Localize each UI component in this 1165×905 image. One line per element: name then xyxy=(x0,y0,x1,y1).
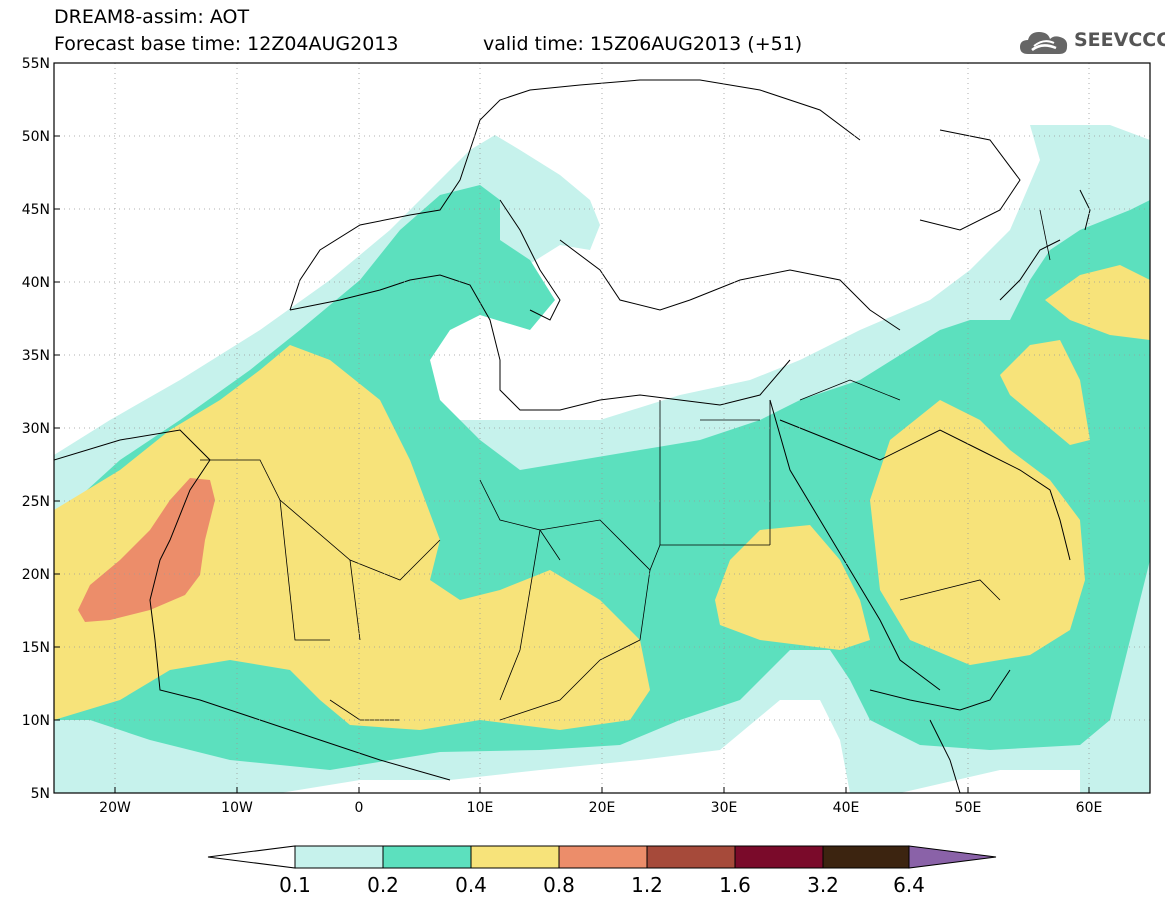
lat-label: 5N xyxy=(31,786,50,802)
lon-label: 30E xyxy=(711,800,738,816)
lat-labels: 55N 50N 45N 40N 35N 30N 25N 20N 15N 10N … xyxy=(22,56,50,802)
colorbar-swatch xyxy=(646,845,736,869)
colorbar-label: 0.8 xyxy=(543,873,575,897)
aot-band-0.4-west-africa xyxy=(54,345,650,730)
aot-band-0.4-caspian xyxy=(1045,265,1150,340)
aot-band-0.4-east-africa xyxy=(715,525,870,650)
colorbar-over-arrow xyxy=(908,845,997,869)
colorbar-label: 0.4 xyxy=(455,873,487,897)
axis-ticks xyxy=(54,62,1090,794)
lon-label: 50E xyxy=(955,800,982,816)
colorbar-label: 1.6 xyxy=(719,873,751,897)
colorbar-under-arrow xyxy=(207,845,296,869)
colorbar-swatch xyxy=(558,845,648,869)
colorbar-label: 3.2 xyxy=(807,873,839,897)
coastlines xyxy=(54,79,1091,793)
lon-label: 20E xyxy=(589,800,616,816)
lat-label: 55N xyxy=(22,56,50,72)
colorbar-label: 0.2 xyxy=(367,873,399,897)
lat-label: 30N xyxy=(22,421,50,437)
lat-label: 40N xyxy=(22,275,50,291)
aot-band-0.4-iran xyxy=(1000,340,1090,445)
lon-labels: 20W 10W 0 10E 20E 30E 40E 50E 60E xyxy=(99,800,1102,816)
lon-label: 60E xyxy=(1076,800,1103,816)
lon-label: 20W xyxy=(99,800,131,816)
lat-label: 20N xyxy=(22,567,50,583)
logo-text: SEEVCCC xyxy=(1074,29,1165,51)
colorbar-label: 6.4 xyxy=(893,873,925,897)
lat-label: 50N xyxy=(22,129,50,145)
map-title: DREAM8-assim: AOT xyxy=(54,6,250,28)
lon-label: 40E xyxy=(833,800,860,816)
colorbar-swatch xyxy=(822,845,910,869)
gridlines xyxy=(54,63,1150,793)
colorbar xyxy=(207,845,997,869)
forecast-base-time: Forecast base time: 12Z04AUG2013 xyxy=(54,33,399,55)
colorbar-swatch xyxy=(470,845,560,869)
lat-label: 10N xyxy=(22,713,50,729)
country-borders xyxy=(200,209,1051,721)
aot-field xyxy=(54,125,1150,793)
colorbar-swatch xyxy=(382,845,472,869)
colorbar-swatch xyxy=(734,845,824,869)
colorbar-labels: 0.1 0.2 0.4 0.8 1.2 1.6 3.2 6.4 xyxy=(279,873,925,897)
cloud-icon xyxy=(1020,32,1068,54)
lon-label: 10E xyxy=(467,800,494,816)
lat-label: 15N xyxy=(22,640,50,656)
valid-time: valid time: 15Z06AUG2013 (+51) xyxy=(483,33,803,55)
colorbar-label: 1.2 xyxy=(631,873,663,897)
lat-label: 35N xyxy=(22,348,50,364)
lat-label: 45N xyxy=(22,202,50,218)
aot-band-0.4-arabia xyxy=(870,400,1085,665)
seevccc-logo: SEEVCCC xyxy=(1018,26,1165,58)
lat-label: 25N xyxy=(22,494,50,510)
lon-label: 0 xyxy=(355,800,364,816)
colorbar-label: 0.1 xyxy=(279,873,311,897)
colorbar-swatch xyxy=(294,845,384,869)
lon-label: 10W xyxy=(221,800,253,816)
